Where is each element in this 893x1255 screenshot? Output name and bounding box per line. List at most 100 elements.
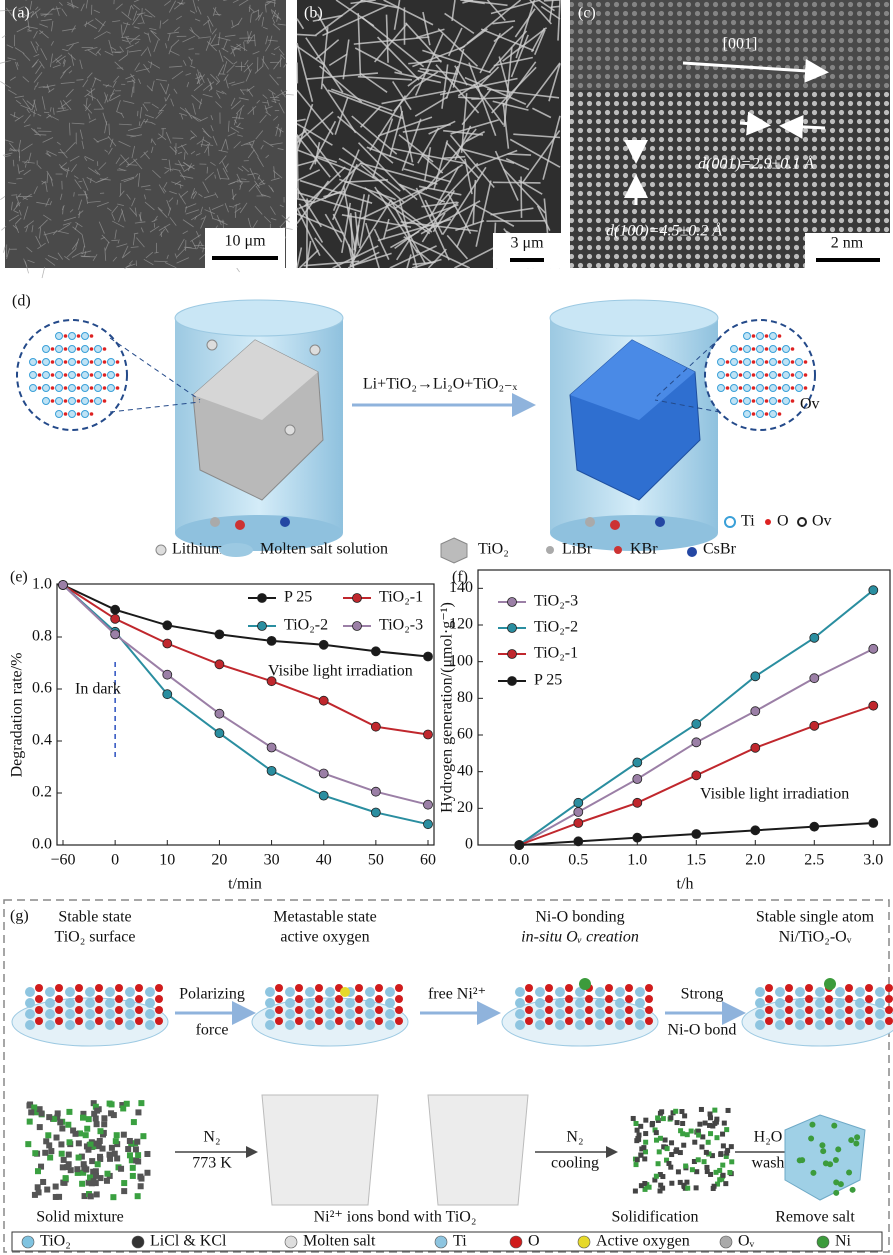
ti-atom bbox=[815, 987, 825, 997]
legend-marker bbox=[258, 622, 267, 631]
o-atom bbox=[135, 1017, 143, 1025]
x-axis-label: t/min bbox=[228, 876, 262, 893]
fiber bbox=[109, 124, 110, 136]
salt-grain bbox=[135, 1109, 141, 1115]
salt-grain bbox=[111, 1112, 117, 1118]
legend-symbol bbox=[725, 517, 735, 527]
ti-atom bbox=[56, 359, 63, 366]
legend-symbol bbox=[156, 545, 166, 555]
transition-label: Polarizing bbox=[179, 986, 245, 1003]
salt-grain bbox=[642, 1181, 647, 1186]
salt-grain bbox=[680, 1131, 685, 1136]
ti-atom bbox=[108, 372, 115, 379]
ti-atom bbox=[770, 333, 777, 340]
data-point bbox=[633, 775, 642, 784]
o-atom bbox=[791, 347, 795, 351]
salt-grain bbox=[643, 1131, 648, 1136]
salt-grain bbox=[81, 1165, 87, 1171]
ti-atom bbox=[718, 372, 725, 379]
salt-grain bbox=[57, 1119, 63, 1125]
ti-atom bbox=[744, 359, 751, 366]
o-atom bbox=[885, 995, 893, 1003]
o-atom bbox=[395, 995, 403, 1003]
legend-label: O bbox=[528, 1233, 540, 1250]
o-atom bbox=[785, 1017, 793, 1025]
ti-atom bbox=[82, 398, 89, 405]
data-point bbox=[751, 707, 760, 716]
ti-atom bbox=[770, 372, 777, 379]
ti-atom bbox=[775, 1009, 785, 1019]
legend-label: Ti bbox=[453, 1233, 467, 1250]
transition-label: free Ni²⁺ bbox=[428, 986, 486, 1003]
o-atom bbox=[752, 412, 756, 416]
salt-grain bbox=[107, 1101, 113, 1107]
salt-grain bbox=[86, 1116, 92, 1122]
data-point bbox=[215, 660, 224, 669]
data-point bbox=[869, 644, 878, 653]
salt-grain bbox=[633, 1189, 638, 1194]
data-point bbox=[371, 722, 380, 731]
o-atom bbox=[752, 347, 756, 351]
ti-atom bbox=[69, 333, 76, 340]
y-tick-label: 0.4 bbox=[32, 732, 52, 749]
ti-atom bbox=[285, 998, 295, 1008]
ti-atom bbox=[515, 998, 525, 1008]
legend-label: P 25 bbox=[534, 672, 562, 689]
o-atom bbox=[295, 1017, 303, 1025]
ti-atom bbox=[731, 398, 738, 405]
salt-grain bbox=[83, 1132, 89, 1138]
plot-frame bbox=[478, 570, 890, 845]
salt-grain bbox=[696, 1157, 701, 1162]
legend-label: Ni bbox=[835, 1233, 852, 1250]
o-atom bbox=[739, 347, 743, 351]
ti-atom bbox=[770, 411, 777, 418]
o-atom bbox=[625, 1006, 633, 1014]
cylinder-left bbox=[175, 300, 343, 551]
o-atom bbox=[375, 1017, 383, 1025]
salt-grain bbox=[28, 1109, 34, 1115]
ti-atom bbox=[595, 998, 605, 1008]
o-atom bbox=[75, 1006, 83, 1014]
ti-atom bbox=[783, 385, 790, 392]
o-atom bbox=[765, 386, 769, 390]
o-atom bbox=[135, 1006, 143, 1014]
salt-grain bbox=[669, 1152, 674, 1157]
salt-grain bbox=[718, 1152, 723, 1157]
o-atom bbox=[64, 360, 68, 364]
salt-grain bbox=[660, 1186, 665, 1191]
ti-atom bbox=[835, 998, 845, 1008]
salt-grain bbox=[133, 1146, 139, 1152]
scale-label: 2 nm bbox=[831, 235, 864, 252]
ti-atom bbox=[731, 385, 738, 392]
ti-atom bbox=[145, 987, 155, 997]
o-atom bbox=[75, 995, 83, 1003]
o-atom bbox=[845, 984, 853, 992]
ti-atom bbox=[385, 1009, 395, 1019]
salt-grain bbox=[84, 1126, 90, 1132]
o-atom bbox=[375, 1006, 383, 1014]
salt-grain bbox=[59, 1151, 65, 1157]
o-atom bbox=[765, 984, 773, 992]
data-point bbox=[163, 670, 172, 679]
o-atom bbox=[585, 1006, 593, 1014]
o-atom bbox=[90, 347, 94, 351]
o-atom bbox=[395, 1017, 403, 1025]
data-point bbox=[574, 837, 583, 846]
o-atom bbox=[645, 1006, 653, 1014]
salt-grain bbox=[722, 1121, 727, 1126]
ti-atom bbox=[744, 346, 751, 353]
salt-grain bbox=[721, 1143, 726, 1148]
o-atom bbox=[645, 984, 653, 992]
legend-label: Lithium bbox=[172, 541, 224, 558]
ti-atom bbox=[265, 987, 275, 997]
ti-atom bbox=[56, 333, 63, 340]
salt-grain bbox=[107, 1152, 113, 1158]
ti-atom bbox=[95, 398, 102, 405]
legend-label: KBr bbox=[630, 541, 658, 558]
data-point bbox=[633, 758, 642, 767]
legend-symbol bbox=[817, 1236, 829, 1248]
salt-grain bbox=[48, 1148, 54, 1154]
salt-grain bbox=[138, 1100, 144, 1106]
ti-atom bbox=[45, 1020, 55, 1030]
o-atom bbox=[275, 995, 283, 1003]
